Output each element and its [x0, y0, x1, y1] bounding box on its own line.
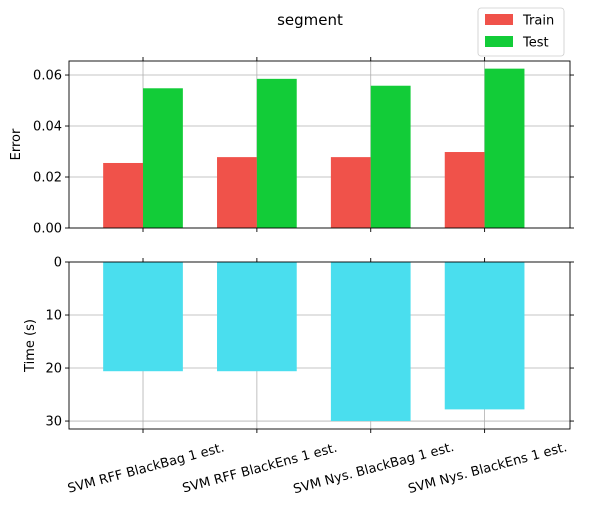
legend-swatch-train: [485, 14, 513, 25]
bar-train-2: [217, 157, 257, 228]
bar-time-3: [330, 262, 411, 422]
y-tick-label: 0.00: [33, 222, 62, 237]
bar-test-4: [484, 68, 525, 228]
bar-train-1: [103, 162, 144, 228]
bar-test-2: [256, 78, 297, 229]
y-tick-label: 0.02: [33, 171, 62, 186]
y-axis-label: Error: [9, 128, 24, 160]
chart-title: segment: [277, 11, 343, 29]
legend-label-train: Train: [522, 14, 554, 29]
y-axis-label: Time (s): [23, 319, 38, 373]
bar-train-4: [444, 152, 485, 228]
y-tick-label: 0: [54, 256, 62, 271]
legend-label-test: Test: [522, 36, 549, 51]
y-tick-label: 30: [45, 415, 62, 430]
y-tick-label: 0.06: [33, 69, 62, 84]
legend: Train Test: [477, 7, 565, 57]
bar-train-3: [330, 157, 371, 228]
axes-frame-2: [68, 261, 571, 430]
bar-test-3: [370, 85, 411, 229]
axes-frame-1: [68, 60, 571, 229]
y-tick-label: 10: [45, 309, 62, 324]
bar-test-1: [143, 88, 183, 228]
bar-time-4: [444, 262, 525, 410]
bar-time-1: [103, 262, 183, 372]
legend-swatch-test: [485, 36, 513, 47]
bar-time-2: [217, 262, 297, 372]
y-tick-label: 0.04: [33, 120, 62, 135]
y-tick-label: 20: [45, 362, 62, 377]
